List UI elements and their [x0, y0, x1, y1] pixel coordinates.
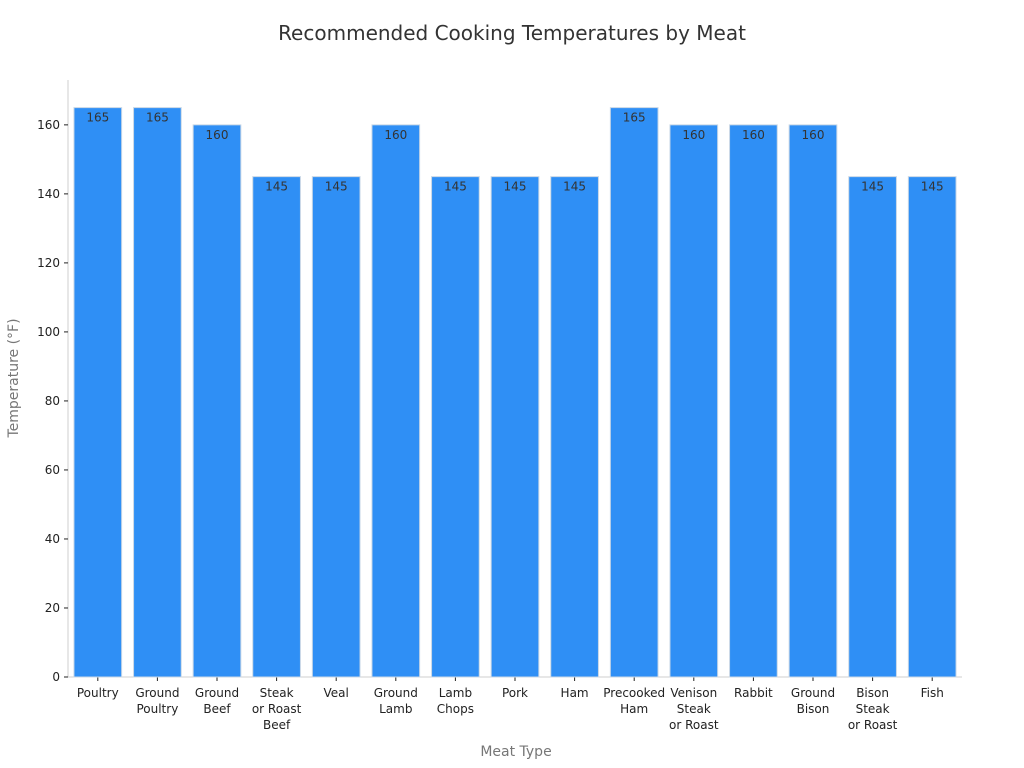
y-tick-label: 0 [52, 670, 60, 684]
x-tick-label: Ham [561, 686, 589, 700]
data-label: 160 [802, 128, 825, 142]
data-label: 165 [623, 111, 646, 125]
x-tick-label: Poultry [77, 686, 119, 700]
y-axis-title: Temperature (°F) [6, 318, 22, 438]
data-label: 145 [921, 180, 944, 194]
bar [371, 124, 421, 678]
y-tick-label: 20 [45, 601, 60, 615]
x-tick-label: Ground Poultry [135, 686, 179, 716]
x-tick-label: Precooked Ham [603, 686, 665, 716]
data-label: 160 [384, 128, 407, 142]
y-tick-label: 60 [45, 463, 60, 477]
x-tick-label: Fish [921, 686, 944, 700]
data-label: 160 [742, 128, 765, 142]
bar [192, 124, 242, 678]
x-tick-label: Lamb Chops [437, 686, 474, 716]
y-tick-label: 80 [45, 394, 60, 408]
x-tick-label: Ground Beef [195, 686, 239, 716]
y-tick-labels: 0 20 40 60 80 100 120 140 160 [37, 118, 60, 684]
y-tick-label: 120 [37, 256, 60, 270]
bar [907, 176, 957, 678]
data-label: 165 [146, 111, 169, 125]
data-label: 145 [861, 180, 884, 194]
x-tick-label: Steak or Roast Beef [252, 686, 302, 732]
x-tick-label: Rabbit [734, 686, 773, 700]
y-tick-label: 140 [37, 187, 60, 201]
y-tick-label: 100 [37, 325, 60, 339]
data-label: 145 [325, 180, 348, 194]
y-tick-label: 160 [37, 118, 60, 132]
x-tick-label: Veal [324, 686, 349, 700]
x-tick-label: Bison Steak or Roast [848, 686, 898, 732]
bar [848, 176, 897, 678]
data-label: 145 [444, 180, 467, 194]
bar [609, 107, 659, 678]
x-tick-label: Ground Lamb [374, 686, 418, 716]
data-label: 165 [86, 111, 109, 125]
bar [729, 124, 778, 678]
bar [73, 107, 123, 678]
y-tick-label: 40 [45, 532, 60, 546]
x-axis-title: Meat Type [480, 744, 551, 760]
data-label: 145 [563, 180, 586, 194]
bar [431, 176, 480, 678]
x-tick-label: Ground Bison [791, 686, 835, 716]
bar [669, 124, 719, 678]
data-label: 160 [682, 128, 705, 142]
bar [490, 176, 540, 678]
x-tick-labels: Poultry Ground Poultry Ground Beef Steak or Ro… [77, 686, 944, 732]
bar [311, 176, 361, 678]
bar [133, 107, 182, 678]
x-tick-label: Venison Steak or Roast [669, 686, 719, 732]
bar [252, 176, 301, 678]
bars: 165 165 160 145 145 160 145 145 145 165 160 160 160 1… [73, 107, 957, 678]
data-label: 145 [265, 180, 288, 194]
bar [788, 124, 838, 678]
chart-title: Recommended Cooking Temperatures by Meat [278, 21, 746, 45]
data-label: 160 [206, 128, 229, 142]
bar [550, 176, 599, 678]
data-label: 145 [504, 180, 527, 194]
x-tick-label: Pork [502, 686, 528, 700]
